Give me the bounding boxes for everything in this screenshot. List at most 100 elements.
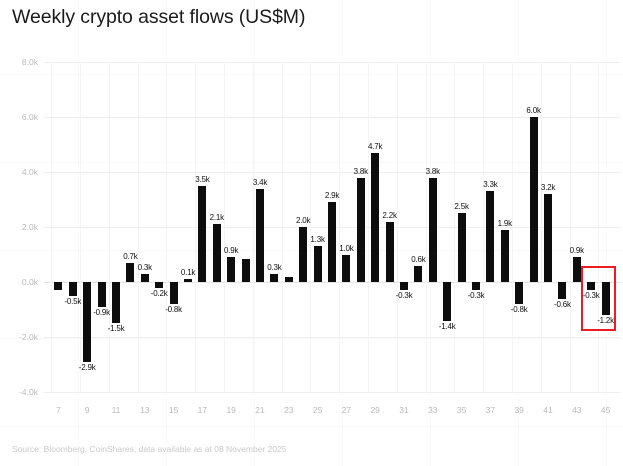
bar[interactable] — [572, 257, 581, 282]
x-axis-tick-label: 27 — [341, 405, 352, 415]
bar[interactable] — [212, 224, 221, 282]
x-axis-tick-label: 35 — [456, 405, 467, 415]
bar[interactable] — [155, 282, 164, 288]
x-gridline — [108, 62, 110, 392]
bar-value-label: 0.3k — [137, 262, 153, 272]
bar[interactable] — [270, 273, 279, 282]
bar[interactable] — [198, 185, 207, 282]
bar[interactable] — [356, 177, 365, 282]
bar[interactable] — [68, 282, 77, 296]
bar[interactable] — [97, 282, 106, 307]
bar[interactable] — [284, 276, 293, 282]
bar-value-label: 0.6k — [411, 254, 426, 264]
bar-value-label: 3.3k — [483, 180, 498, 190]
bar-value-label: 0.9k — [224, 246, 239, 256]
bar[interactable] — [414, 265, 423, 282]
x-axis-tick-label: 17 — [197, 405, 208, 415]
bar-value-label: -0.8k — [165, 305, 182, 314]
x-gridline — [224, 62, 225, 392]
bar[interactable] — [111, 282, 121, 324]
bar-value-label: 0.1k — [180, 268, 196, 278]
x-gridline — [339, 62, 341, 392]
x-axis-tick-label: 29 — [370, 405, 380, 415]
bar[interactable] — [385, 221, 394, 282]
bar-value-label: 0.7k — [123, 251, 138, 261]
bar-value-label: 3.5k — [195, 174, 210, 184]
source-note: Source: Bloomberg, CoinShares, data avai… — [12, 444, 287, 454]
bar[interactable] — [543, 194, 553, 282]
bar-value-label: -0.3k — [582, 291, 600, 301]
bar[interactable] — [183, 279, 193, 282]
bar-value-label: -1.5k — [107, 324, 125, 334]
bar-value-label: 1.9k — [497, 218, 513, 228]
bar[interactable] — [500, 229, 509, 282]
bar[interactable] — [342, 254, 351, 282]
bar-value-label: 6.0k — [526, 106, 541, 115]
y-axis-tick-label: 0.0k — [21, 277, 38, 287]
x-gridline — [540, 62, 542, 392]
x-gridline — [512, 62, 513, 392]
bar-value-label: 2.0k — [296, 216, 311, 225]
y-gridline — [44, 337, 620, 338]
bar[interactable] — [83, 282, 92, 362]
bar-value-label: -0.6k — [553, 299, 571, 309]
bar[interactable] — [126, 262, 135, 282]
y-gridline — [44, 282, 620, 283]
x-gridline — [137, 62, 139, 392]
x-axis-tick-label: 11 — [111, 405, 121, 415]
bar-value-label: -1.2k — [597, 316, 614, 325]
bar-value-label: -0.9k — [93, 307, 110, 317]
y-gridline — [44, 172, 620, 173]
bar[interactable] — [54, 282, 63, 291]
bar[interactable] — [428, 177, 437, 282]
x-axis-tick-label: 21 — [255, 405, 265, 415]
x-gridline — [396, 62, 398, 392]
x-gridline — [51, 62, 53, 392]
bar-value-label: 2.9k — [324, 191, 340, 201]
bar[interactable] — [529, 117, 538, 282]
bar[interactable] — [486, 191, 495, 282]
bar-value-label: 1.3k — [310, 235, 325, 245]
bar-value-label: 2.2k — [382, 210, 397, 220]
y-axis-tick-label: -2.0k — [19, 332, 38, 342]
bar-value-label: -2.9k — [78, 362, 96, 372]
x-gridline — [483, 62, 485, 392]
bar[interactable] — [327, 202, 337, 282]
bar[interactable] — [471, 282, 481, 291]
bar-value-label: 0.9k — [569, 246, 585, 256]
x-gridline — [252, 62, 254, 392]
bar-value-label: 3.4k — [252, 177, 268, 187]
bar-value-label: -1.4k — [438, 321, 456, 331]
x-axis-tick-label: 13 — [140, 405, 150, 415]
x-axis-tick-label: 25 — [312, 405, 323, 415]
bar[interactable] — [299, 227, 308, 282]
bar[interactable] — [371, 152, 380, 282]
bar-value-label: 1.0k — [339, 243, 354, 253]
bar[interactable] — [457, 213, 466, 282]
bar[interactable] — [443, 282, 452, 321]
bar[interactable] — [515, 282, 524, 304]
bar-value-label: -0.5k — [64, 296, 82, 306]
bar[interactable] — [399, 282, 409, 291]
y-gridline — [44, 117, 620, 118]
bar[interactable] — [169, 282, 178, 304]
bar[interactable] — [313, 246, 322, 282]
y-axis-tick-label: 2.0k — [21, 222, 38, 232]
x-gridline — [310, 62, 312, 392]
x-axis-tick-label: 39 — [514, 405, 524, 415]
bar[interactable] — [241, 258, 250, 282]
y-axis-tick-label: -4.0k — [19, 387, 38, 397]
x-gridline — [80, 62, 81, 392]
x-axis-tick-label: 9 — [84, 405, 90, 415]
bar[interactable] — [140, 273, 149, 282]
bar[interactable] — [227, 257, 236, 282]
bar[interactable] — [587, 282, 596, 291]
bar[interactable] — [255, 188, 265, 282]
x-gridline — [281, 62, 283, 392]
x-axis-tick-label: 33 — [428, 405, 438, 415]
x-gridline — [195, 62, 197, 392]
bar[interactable] — [601, 282, 610, 315]
bar[interactable] — [558, 282, 567, 299]
bar-value-label: 0.3k — [267, 262, 282, 272]
